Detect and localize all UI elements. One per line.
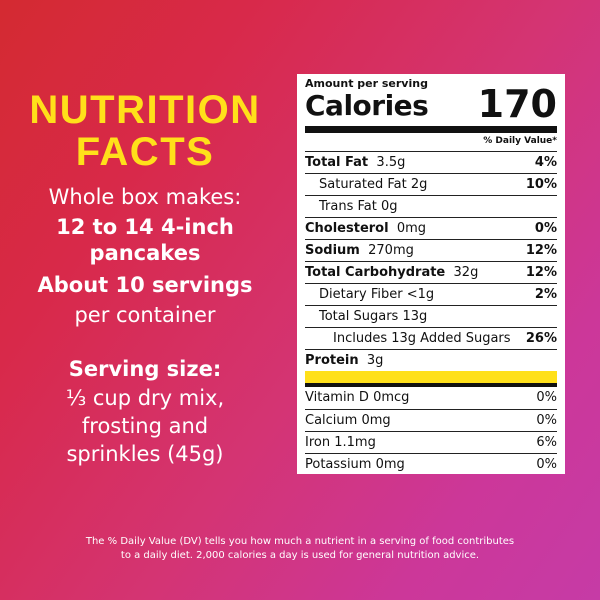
- row-potassium: Potassium 0mg 0%: [305, 453, 557, 475]
- vitamin-amount: 0mg: [375, 457, 405, 472]
- row-vitamin-d: Vitamin D 0mcg 0%: [305, 387, 557, 409]
- nutrient-name: Cholesterol: [305, 221, 389, 236]
- divider-thick-top: [305, 126, 557, 133]
- whole-box-label: Whole box makes:: [48, 185, 242, 209]
- divider-thick-mid: [305, 383, 557, 387]
- calories-value: 170: [477, 82, 557, 126]
- nutrient-name: Saturated Fat: [319, 177, 407, 192]
- nutrient-amount: 3.5g: [376, 155, 406, 170]
- vitamin-name: Potassium: [305, 457, 372, 472]
- amount-per-serving: Amount per serving: [305, 77, 428, 90]
- nutrient-dv: 26%: [525, 331, 557, 346]
- footnote-line1: The % Daily Value (DV) tells you how muc…: [85, 536, 515, 547]
- servings-count: About 10 servings: [37, 273, 253, 297]
- whole-box-value: 12 to 14 4-inch pancakes: [56, 215, 234, 265]
- footnote-line2: to a daily diet. 2,000 calories a day is…: [120, 550, 480, 561]
- vitamin-amount: 0mg: [361, 413, 391, 428]
- row-cholesterol: Cholesterol 0mg 0%: [305, 217, 557, 239]
- calories-label: Calories: [305, 89, 429, 122]
- row-sodium: Sodium 270mg 12%: [305, 239, 557, 261]
- nutrition-panel: Amount per serving Calories 170 % Daily …: [297, 74, 565, 474]
- nutrient-amount: 0mg: [396, 221, 427, 236]
- nutrient-dv: 10%: [525, 177, 557, 192]
- nutrient-amount: <1g: [406, 287, 435, 302]
- vitamin-name: Iron: [305, 435, 331, 450]
- nutrient-amount: 270mg: [368, 243, 414, 258]
- row-added-sugars: Includes 13g Added Sugars 26%: [305, 327, 557, 349]
- nutrient-dv: 0%: [534, 221, 557, 236]
- serving-size-label: Serving size:: [68, 357, 222, 381]
- title-facts: FACTS: [75, 130, 215, 174]
- row-iron: Iron 1.1mg 6%: [305, 431, 557, 453]
- nutrient-amount: 2g: [410, 177, 428, 192]
- row-dietary-fiber: Dietary Fiber <1g 2%: [305, 283, 557, 305]
- row-total-carbohydrate: Total Carbohydrate 32g 12%: [305, 261, 557, 283]
- serving-size-line2: frosting and: [81, 414, 209, 438]
- row-saturated-fat: Saturated Fat 2g 10%: [305, 173, 557, 195]
- servings-per-container: per container: [74, 303, 216, 327]
- vitamin-dv: 6%: [536, 435, 557, 450]
- nutrient-dv: 12%: [525, 265, 557, 280]
- nutrient-name: Total Carbohydrate: [305, 265, 446, 280]
- nutrient-name: Dietary Fiber: [319, 287, 403, 302]
- serving-size-line1: ⅓ cup dry mix,: [65, 386, 225, 410]
- nutrient-name: Trans Fat: [319, 199, 377, 214]
- vitamin-dv: 0%: [536, 390, 557, 405]
- nutrient-dv: 12%: [525, 243, 557, 258]
- nutrient-dv: 2%: [534, 287, 557, 302]
- serving-size-line3: sprinkles (45g): [66, 442, 224, 466]
- nutrient-name: Sodium: [305, 243, 360, 258]
- vitamin-amount: 1.1mg: [334, 435, 376, 450]
- row-calcium: Calcium 0mg 0%: [305, 409, 557, 431]
- nutrient-name: Total Sugars: [319, 309, 399, 324]
- nutrient-amount: 3g: [366, 353, 384, 368]
- title-nutrition: NUTRITION: [29, 88, 261, 132]
- nutrient-dv: 4%: [534, 155, 557, 170]
- vitamin-amount: 0mcg: [373, 390, 410, 405]
- vitamin-dv: 0%: [536, 413, 557, 428]
- vitamin-name: Vitamin D: [305, 390, 369, 405]
- vitamin-dv: 0%: [536, 457, 557, 472]
- yellow-separator: [305, 371, 557, 383]
- nutrient-name: Includes 13g Added Sugars: [333, 331, 511, 346]
- nutrient-name: Protein: [305, 353, 359, 368]
- nutrient-amount: 0g: [380, 199, 398, 214]
- daily-value-header: % Daily Value*: [483, 136, 557, 146]
- nutrient-amount: 13g: [402, 309, 428, 324]
- row-total-fat: Total Fat 3.5g 4%: [305, 151, 557, 173]
- nutrient-amount: 32g: [453, 265, 479, 280]
- daily-value-footnote: The % Daily Value (DV) tells you how muc…: [0, 535, 600, 563]
- nutrient-name: Total Fat: [305, 155, 369, 170]
- row-total-sugars: Total Sugars 13g: [305, 305, 557, 327]
- vitamin-name: Calcium: [305, 413, 358, 428]
- row-protein: Protein 3g: [305, 349, 557, 371]
- row-trans-fat: Trans Fat 0g: [305, 195, 557, 217]
